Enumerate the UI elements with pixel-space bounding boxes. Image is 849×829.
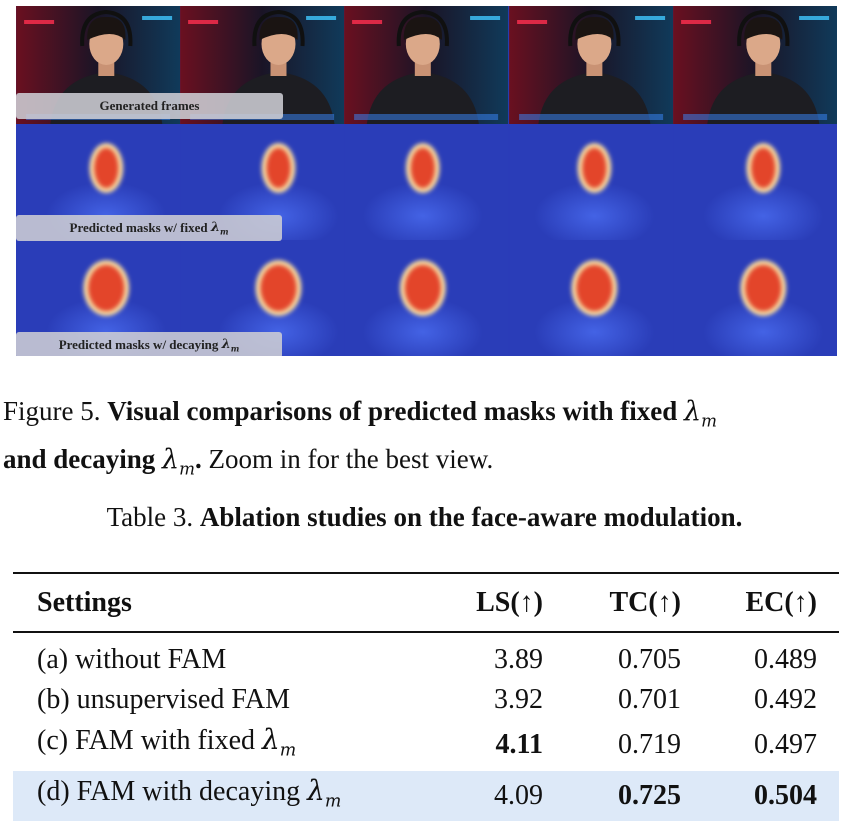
setting-cell: (a) without FAM [37,644,227,675]
table-header-rule [13,631,839,633]
ec-cell: 0.497 [754,729,817,761]
header-settings: Settings [37,587,132,618]
tc-cell: 0.725 [543,770,681,822]
generated-frame [672,6,837,124]
table-row: (a) without FAM 3.89 0.705 0.489 [13,640,839,680]
ec-cell: 0.489 [754,644,817,675]
ablation-table: Settings LS(↑) TC(↑) EC(↑) (a) without F… [13,574,839,822]
table-row: (c) FAM with fixed λm 4.11 0.719 0.497 [13,720,839,771]
fixed-mask-label: Predicted masks w/ fixed λm [16,215,282,241]
ls-cell: 4.11 [495,729,543,761]
setting-cell: (c) FAM with fixed λm [37,723,297,761]
fixed-mask-heatmap [672,124,837,240]
tc-cell: 0.705 [618,644,681,675]
ls-cell: 3.92 [494,684,543,715]
decaying-mask-heatmap [508,240,673,356]
decaying-mask-heatmap [672,240,837,356]
figure-5: Generated frames Predicted masks w/ fixe… [16,6,837,356]
table-row-highlighted: (d) FAM with decaying λm 4.09 0.725 0.50… [13,770,839,822]
fixed-mask-heatmap [344,124,509,240]
header-ls: LS(↑) [476,587,543,618]
table-caption: Table 3. Ablation studies on the face-aw… [106,502,743,532]
ec-cell: 0.492 [754,684,817,715]
header-tc: TC(↑) [609,587,681,618]
ec-cell: 0.504 [681,770,839,822]
table-top-rule [13,572,839,574]
figure-caption: Figure 5. Visual comparisons of predicte… [3,396,718,479]
ls-cell: 3.89 [494,644,543,675]
tc-cell: 0.719 [618,729,681,761]
header-ec: EC(↑) [745,587,817,618]
setting-cell: (d) FAM with decaying λm [13,770,423,822]
table-header-row: Settings LS(↑) TC(↑) EC(↑) [13,574,839,632]
fixed-mask-heatmap [508,124,673,240]
decaying-mask-row [16,240,837,356]
tc-cell: 0.701 [618,684,681,715]
ls-cell: 4.09 [423,770,543,822]
generated-frame [344,6,509,124]
generated-frame [508,6,673,124]
generated-frames-label: Generated frames [16,93,283,119]
setting-cell: (b) unsupervised FAM [37,684,291,715]
decaying-mask-heatmap [344,240,509,356]
table-row: (b) unsupervised FAM 3.92 0.701 0.492 [13,680,839,720]
decaying-mask-label: Predicted masks w/ decaying λm [16,332,282,356]
